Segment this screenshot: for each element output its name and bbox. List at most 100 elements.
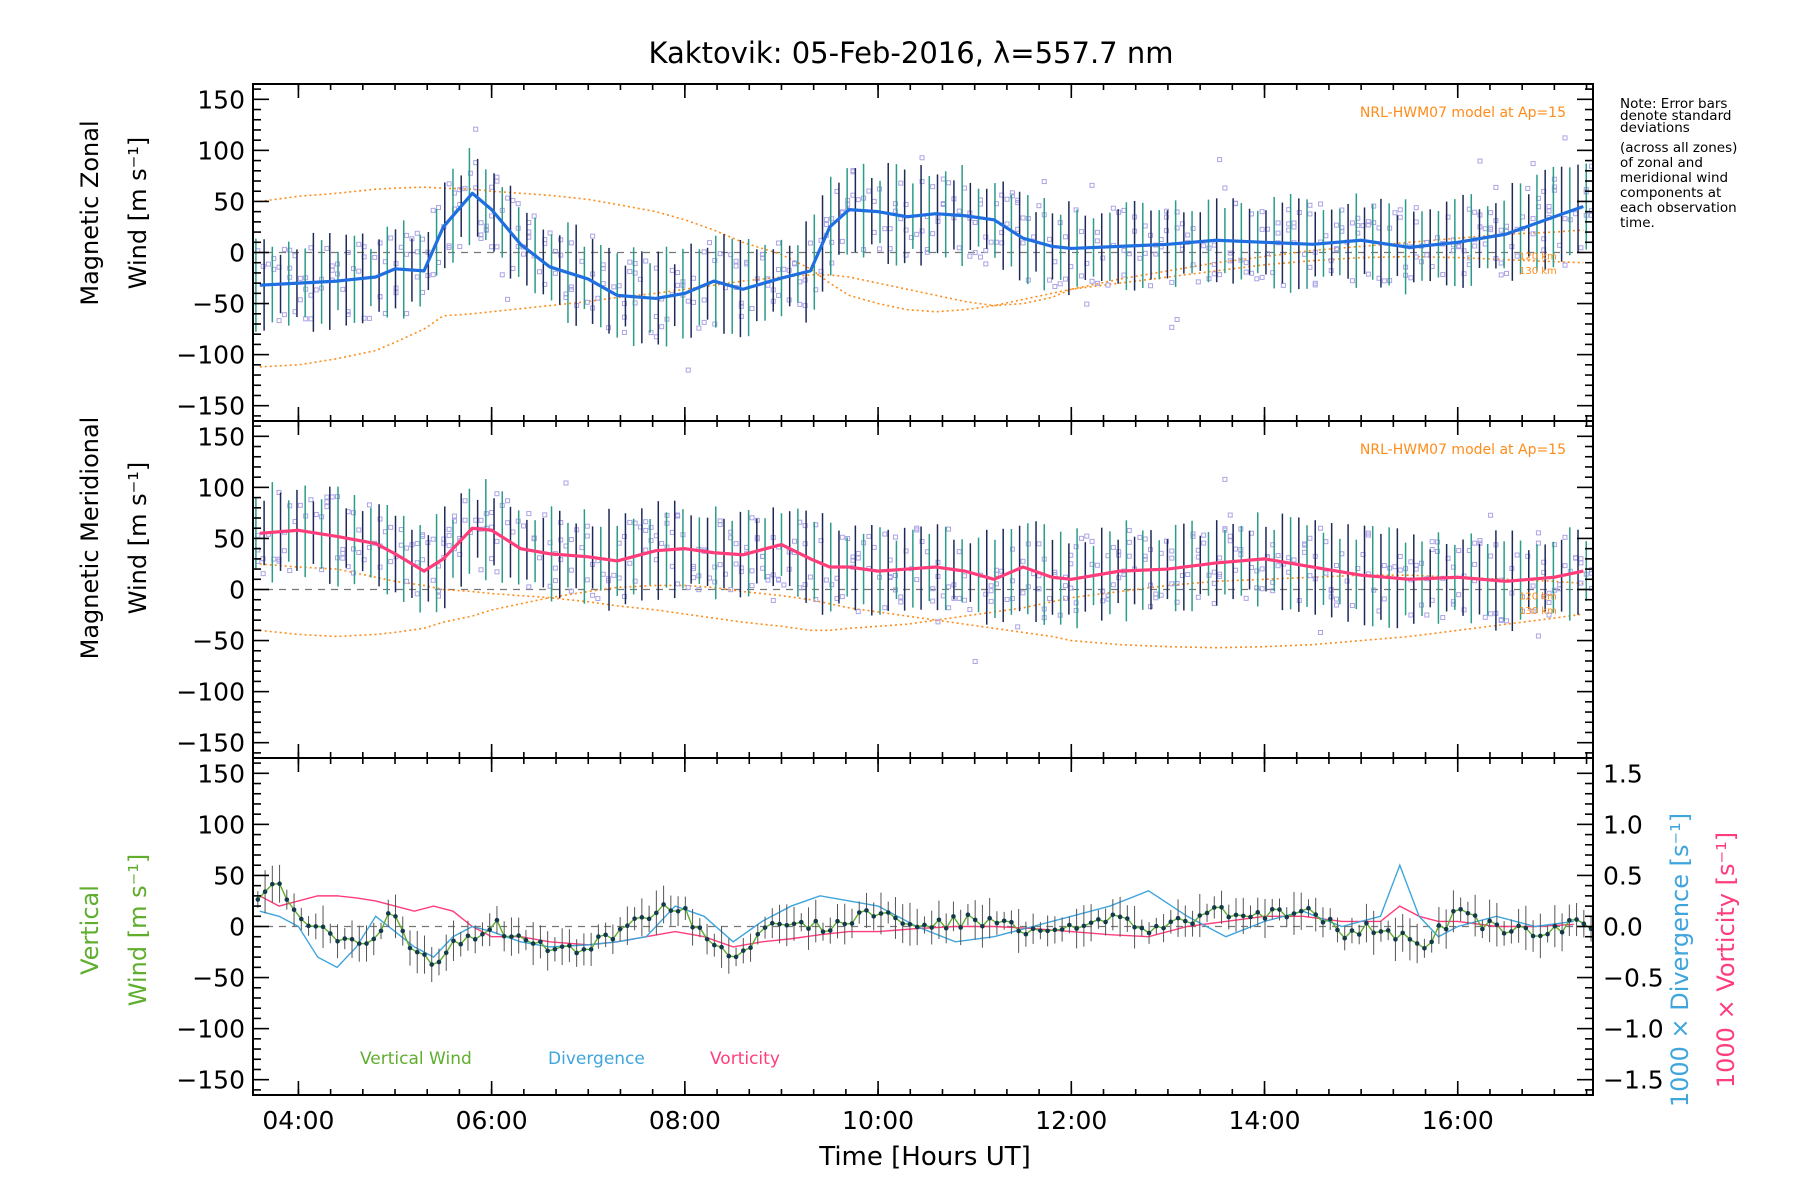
scatter-point: [1365, 222, 1371, 228]
scatter-point: [340, 286, 346, 292]
scatter-point: [648, 538, 654, 544]
x-tick-label: 06:00: [456, 1106, 528, 1135]
scatter-point: [1227, 533, 1233, 539]
x-axis-label: Time [Hours UT]: [818, 1142, 1031, 1172]
legend-vorticity: Vorticity: [710, 1049, 780, 1069]
model-120km-line: [259, 186, 1584, 313]
scatter-point: [1169, 324, 1175, 330]
scatter-point: [882, 605, 888, 611]
scatter-point: [1381, 596, 1387, 602]
scatter-point: [1211, 569, 1217, 575]
scatter-point: [1530, 161, 1536, 167]
scatter-point: [1275, 553, 1281, 559]
scatter-point: [536, 269, 542, 275]
y-tick-label: 150: [197, 759, 245, 788]
scatter-point: [552, 248, 558, 254]
vertical-ylabel: Vertical Wind [m s⁻¹]: [76, 854, 152, 1006]
scatter-point: [946, 605, 952, 611]
scatter-point: [850, 168, 856, 174]
vertical-wind-point: [661, 902, 666, 907]
km-label-120: 120 km: [1519, 252, 1557, 263]
scatter-point: [1349, 278, 1355, 284]
scatter-point: [701, 297, 707, 303]
scatter-point: [1365, 532, 1371, 538]
zonal-ylabel: Magnetic Zonal Wind [m s⁻¹]: [76, 120, 152, 305]
scatter-point: [1333, 563, 1339, 569]
scatter-point: [823, 222, 829, 228]
scatter-point: [430, 577, 436, 583]
scatter-point: [956, 595, 962, 601]
scatter-point: [526, 584, 532, 590]
vertical-wind-point: [342, 936, 348, 941]
scatter-point: [802, 541, 808, 547]
scatter-point: [457, 244, 463, 250]
vertical-wind-panel: 150 100 50 0 −50 −100 −150 1.5 1.0 0.5 0.0 −0.5 −1.0…: [176, 757, 1664, 1135]
note-line: of zonal and: [1620, 155, 1703, 171]
scatter-point: [866, 533, 872, 539]
scatter-point: [802, 523, 808, 529]
scatter-point: [892, 587, 898, 593]
scatter-point: [1036, 203, 1042, 209]
scatter-point: [1041, 179, 1047, 185]
vertical-wind-point: [1291, 911, 1297, 916]
scatter-point: [1063, 583, 1069, 589]
vertical-wind-point: [849, 921, 855, 926]
scatter-point: [1243, 260, 1249, 266]
scatter-point: [611, 572, 617, 578]
scatter-point: [1307, 211, 1313, 217]
vertical-wind-point: [1538, 933, 1543, 939]
scatter-point: [377, 240, 383, 246]
scatter-point: [1530, 216, 1536, 222]
scatter-point: [1163, 228, 1169, 234]
scatter-point: [792, 538, 798, 544]
scatter-point: [1424, 252, 1430, 258]
vertical-wind-point: [277, 881, 282, 887]
vertical-wind-point: [697, 925, 703, 931]
scatter-point: [829, 260, 835, 266]
y-tick-label: 0: [229, 913, 245, 942]
scatter-point: [350, 510, 356, 516]
scatter-point: [414, 274, 420, 280]
vertical-wind-point: [1574, 917, 1579, 922]
scatter-point: [260, 556, 266, 562]
scatter-point: [685, 367, 691, 373]
scatter-point: [1105, 282, 1111, 288]
vertical-wind-point: [1052, 927, 1058, 933]
scatter-point: [776, 576, 782, 582]
scatter-point: [1121, 207, 1127, 213]
vertical-wind-point: [704, 936, 710, 942]
vertical-wind-point: [610, 936, 616, 942]
vertical-wind-point: [639, 915, 645, 920]
x-tick-label: 12:00: [1035, 1106, 1107, 1135]
vertical-wind-point: [958, 925, 963, 930]
y-tick-label: 150: [197, 85, 245, 114]
note-line: components at: [1620, 185, 1721, 201]
scatter-point: [462, 186, 468, 192]
y-tick-label: −150: [176, 1066, 245, 1095]
scatter-point: [1185, 571, 1191, 577]
scatter-point: [1461, 248, 1467, 254]
note-line: each observation: [1620, 200, 1737, 216]
scatter-point: [1381, 563, 1387, 569]
scatter-point: [919, 228, 925, 234]
vertical-wind-point: [1096, 917, 1101, 922]
vertical-wind-point: [1342, 935, 1348, 941]
scatter-point: [669, 529, 675, 535]
scatter-point: [489, 556, 495, 562]
scatter-point: [823, 217, 829, 223]
scatter-point: [1163, 214, 1169, 220]
scatter-point: [621, 593, 627, 599]
scatter-point: [797, 301, 803, 307]
scatter-point: [1169, 581, 1175, 587]
scatter-point: [510, 529, 516, 535]
scatter-point: [505, 296, 511, 302]
scatter-point: [1333, 246, 1339, 252]
scatter-point: [446, 526, 452, 532]
legend-divergence: Divergence: [548, 1049, 645, 1069]
scatter-point: [1201, 540, 1207, 546]
scatter-point: [547, 230, 553, 236]
scatter-point: [584, 533, 590, 539]
note-line: meridional wind: [1620, 170, 1728, 186]
scatter-point: [1243, 595, 1249, 601]
scatter-point: [882, 226, 888, 232]
